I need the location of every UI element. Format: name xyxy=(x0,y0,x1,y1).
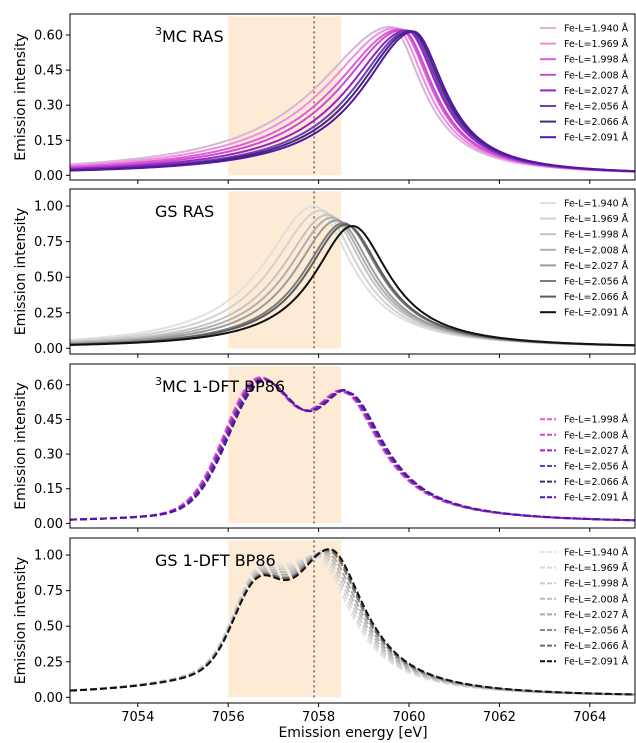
plot-frame xyxy=(69,188,636,355)
x-tick-label: 7064 xyxy=(573,710,606,725)
y-tick-label: 0.25 xyxy=(34,306,63,321)
legend-label: Fe-L=1.969 Å xyxy=(564,562,629,574)
panel-title: 3MC RAS xyxy=(155,25,224,46)
y-tick-label: 0.45 xyxy=(34,64,63,79)
panel-title: GS RAS xyxy=(155,202,214,221)
series-line-4 xyxy=(70,551,635,696)
legend-label: Fe-L=2.008 Å xyxy=(564,593,629,605)
y-tick-label: 0.75 xyxy=(34,235,63,250)
legend-label: Fe-L=2.008 Å xyxy=(564,244,629,256)
legend-label: Fe-L=2.066 Å xyxy=(564,291,629,303)
x-tick-label: 7054 xyxy=(121,710,154,725)
y-tick-label: 1.00 xyxy=(34,549,63,564)
y-axis-label: Emission intensity xyxy=(13,208,29,335)
series-line-2 xyxy=(70,554,635,696)
shaded-band xyxy=(228,16,342,176)
legend-label: Fe-L=2.027 Å xyxy=(564,609,629,621)
panel-1: 0.00 0.15 0.30 0.45 0.60 Emission intensity 3M… xyxy=(13,13,636,184)
panel-title-superscript: 3 xyxy=(155,25,162,38)
panel-title: GS 1-DFT BP86 xyxy=(155,551,276,570)
y-tick-label: 0.45 xyxy=(34,413,63,428)
y-tick-label: 0.00 xyxy=(34,169,63,184)
legend-label: Fe-L=2.091 Å xyxy=(564,656,629,668)
legend-label: Fe-L=2.027 Å xyxy=(564,445,629,457)
series-line-7 xyxy=(70,223,635,347)
series-line-2 xyxy=(70,209,635,347)
panel-3: 0.00 0.15 0.30 0.45 0.60 Emission intensity 3M… xyxy=(13,363,636,532)
legend-label: Fe-L=1.998 Å xyxy=(564,229,629,241)
y-tick-label: 0.15 xyxy=(34,134,63,149)
panel-title-text: MC 1-DFT BP86 xyxy=(162,377,285,396)
legend-label: Fe-L=2.027 Å xyxy=(564,85,629,97)
panel-title-text: MC RAS xyxy=(162,27,224,46)
y-tick-label: 0.60 xyxy=(34,378,63,393)
panel-title: 3MC 1-DFT BP86 xyxy=(155,375,285,396)
legend-label: Fe-L=1.998 Å xyxy=(564,54,629,66)
series-line-6 xyxy=(70,379,635,522)
plot-frame xyxy=(69,363,636,529)
y-tick-label: 1.00 xyxy=(34,200,63,215)
plot-frame xyxy=(69,537,636,704)
legend-label: Fe-L=2.091 Å xyxy=(564,492,629,504)
legend-label: Fe-L=2.008 Å xyxy=(564,429,629,441)
y-tick-label: 0.30 xyxy=(34,99,63,114)
panel-title-superscript: 3 xyxy=(155,375,162,388)
x-axis-label: Emission energy [eV] xyxy=(278,725,427,741)
legend-label: Fe-L=1.940 Å xyxy=(564,547,629,559)
series-line-1 xyxy=(70,555,635,696)
y-tick-label: 0.00 xyxy=(34,342,63,357)
y-tick-label: 0.30 xyxy=(34,448,63,463)
legend-label: Fe-L=2.056 Å xyxy=(564,461,629,473)
series-line-8 xyxy=(70,548,635,696)
y-tick-label: 0.00 xyxy=(34,691,63,706)
legend-label: Fe-L=1.998 Å xyxy=(564,414,629,426)
legend-label: Fe-L=2.027 Å xyxy=(564,260,629,272)
legend-label: Fe-L=1.969 Å xyxy=(564,213,629,225)
series-line-5 xyxy=(70,550,635,696)
y-tick-label: 0.75 xyxy=(34,584,63,599)
x-tick-label: 7058 xyxy=(302,710,335,725)
y-axis-label: Emission intensity xyxy=(13,382,29,509)
legend-label: Fe-L=2.008 Å xyxy=(564,69,629,81)
legend-label: Fe-L=2.056 Å xyxy=(564,101,629,113)
y-tick-label: 0.50 xyxy=(34,271,63,286)
legend-label: Fe-L=2.056 Å xyxy=(564,276,629,288)
legend-label: Fe-L=1.940 Å xyxy=(564,198,629,210)
panel-4: 0.00 0.25 0.50 0.75 1.00 7054 7056 7058 7060 7062… xyxy=(13,537,636,725)
x-tick-label: 7060 xyxy=(392,710,425,725)
legend-label: Fe-L=2.091 Å xyxy=(564,307,629,319)
shaded-band xyxy=(228,540,342,698)
legend-label: Fe-L=2.056 Å xyxy=(564,625,629,637)
series-line-6 xyxy=(70,549,635,696)
y-axis-label: Emission intensity xyxy=(13,557,29,684)
legend-label: Fe-L=1.998 Å xyxy=(564,578,629,590)
legend-label: Fe-L=2.091 Å xyxy=(564,132,629,144)
y-tick-label: 0.00 xyxy=(34,517,63,532)
plot-frame xyxy=(69,13,636,181)
panel-2: 0.00 0.25 0.50 0.75 1.00 Emission intensity GS… xyxy=(13,188,636,358)
series-line-7 xyxy=(70,548,635,696)
y-tick-label: 0.50 xyxy=(34,620,63,635)
legend-label: Fe-L=2.066 Å xyxy=(564,476,629,488)
y-tick-label: 0.60 xyxy=(34,29,63,44)
legend-label: Fe-L=1.969 Å xyxy=(564,38,629,50)
legend-label: Fe-L=1.940 Å xyxy=(564,23,629,35)
series-line-8 xyxy=(70,30,635,173)
series-line-3 xyxy=(70,553,635,696)
series-line-8 xyxy=(70,224,635,347)
y-tick-label: 0.25 xyxy=(34,655,63,670)
legend-label: Fe-L=2.066 Å xyxy=(564,640,629,652)
y-tick-label: 0.15 xyxy=(34,482,63,497)
series-line-1 xyxy=(70,376,635,522)
x-tick-label: 7062 xyxy=(483,710,516,725)
series-line-2 xyxy=(70,376,635,522)
legend-label: Fe-L=2.066 Å xyxy=(564,116,629,128)
x-tick-label: 7056 xyxy=(212,710,245,725)
y-axis-label: Emission intensity xyxy=(13,33,29,160)
